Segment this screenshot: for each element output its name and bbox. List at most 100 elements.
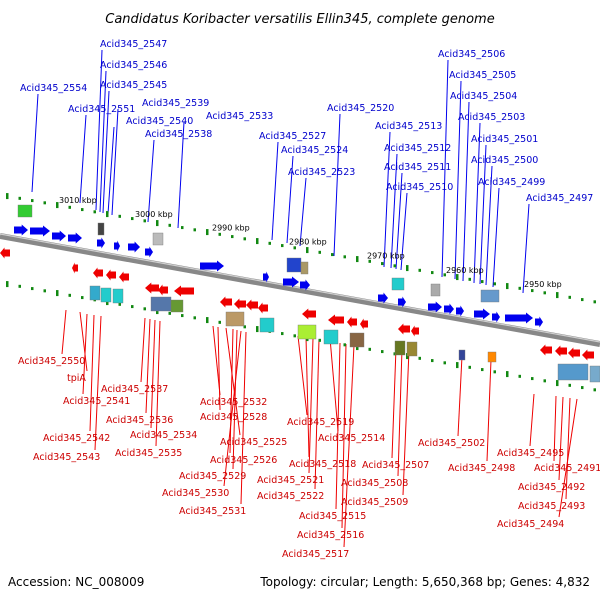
forward-leader-line bbox=[441, 59, 449, 278]
reverse-leader-line bbox=[343, 344, 355, 548]
forward-gene-label: Acid345_2504 bbox=[450, 91, 517, 102]
forward-gene bbox=[505, 312, 533, 324]
domain-box bbox=[487, 351, 497, 363]
forward-gene-label: Acid345_2499 bbox=[478, 177, 545, 188]
reverse-leader-line bbox=[329, 337, 339, 432]
reverse-gene-label: Acid345_2541 bbox=[63, 396, 130, 407]
domain-box bbox=[170, 299, 184, 313]
reverse-gene-label: Acid345_2494 bbox=[497, 519, 564, 530]
track-dot bbox=[418, 268, 421, 272]
track-dots bbox=[6, 193, 596, 392]
track-dot bbox=[406, 265, 409, 272]
forward-gene bbox=[444, 303, 454, 315]
domain-box bbox=[152, 232, 164, 246]
scale-tick-label: 2990 kbp bbox=[212, 224, 250, 233]
forward-leader-lines bbox=[31, 49, 530, 294]
forward-leader-line bbox=[95, 49, 103, 211]
reverse-gene bbox=[347, 316, 357, 328]
track-dot bbox=[493, 370, 496, 374]
reverse-leader-line bbox=[529, 393, 535, 447]
scale-tick-label: 2980 kbp bbox=[289, 238, 327, 247]
track-dot bbox=[118, 214, 121, 218]
reverse-leader-line bbox=[145, 318, 151, 414]
forward-gene bbox=[378, 292, 388, 304]
reverse-gene-label: Acid345_2508 bbox=[341, 478, 408, 489]
reverse-gene-label: Acid345_2493 bbox=[518, 501, 585, 512]
track-dot bbox=[68, 205, 71, 209]
reverse-gene-label: Acid345_2536 bbox=[106, 415, 173, 426]
reverse-leader-lines bbox=[61, 309, 578, 548]
track-dot bbox=[193, 316, 196, 320]
domain-box bbox=[150, 296, 172, 312]
track-dot bbox=[331, 253, 334, 257]
track-dot bbox=[368, 259, 371, 263]
reverse-gene bbox=[158, 284, 168, 296]
forward-leader-line bbox=[271, 141, 279, 241]
forward-gene bbox=[200, 260, 224, 272]
track-dot bbox=[593, 388, 596, 392]
reverse-leader-line bbox=[212, 325, 221, 396]
track-dot bbox=[393, 264, 396, 268]
track-dot bbox=[68, 293, 71, 297]
domain-box bbox=[17, 204, 33, 218]
reverse-gene-label: Acid345_2534 bbox=[130, 430, 197, 441]
forward-leader-line bbox=[299, 177, 307, 247]
track-dot bbox=[18, 284, 21, 288]
reverse-leader-line bbox=[391, 347, 397, 459]
domain-box bbox=[286, 257, 302, 273]
track-dot bbox=[493, 282, 496, 286]
domain-box bbox=[97, 222, 105, 236]
forward-leader-line bbox=[102, 90, 110, 214]
accession-text: Accession: NC_008009 bbox=[8, 575, 144, 589]
reverse-gene bbox=[360, 318, 368, 330]
reverse-leader-line bbox=[89, 314, 95, 432]
forward-leader-line bbox=[99, 70, 107, 213]
forward-gene-label: Acid345_2513 bbox=[375, 121, 442, 132]
forward-leader-line bbox=[383, 131, 391, 268]
reverse-gene-labels: Acid345_2550 tpiA Acid345_2541 Acid345_2542… bbox=[18, 356, 600, 560]
reverse-leader-line bbox=[225, 327, 241, 436]
forward-gene-label: Acid345_2501 bbox=[471, 134, 538, 145]
reverse-gene-label: Acid345_2519 bbox=[287, 417, 354, 428]
reverse-gene bbox=[540, 344, 552, 356]
reverse-gene-label: Acid345_2517 bbox=[282, 549, 349, 560]
track-dot bbox=[81, 296, 84, 300]
track-dot bbox=[468, 365, 471, 369]
track-dot bbox=[531, 289, 534, 293]
forward-gene-label: Acid345_2547 bbox=[100, 39, 167, 50]
reverse-gene-label: Acid345_2516 bbox=[297, 530, 364, 541]
reverse-gene-label: Acid345_2514 bbox=[318, 433, 385, 444]
reverse-gene bbox=[582, 349, 594, 361]
reverse-gene bbox=[411, 325, 419, 337]
forward-gene bbox=[398, 296, 406, 308]
track-dot bbox=[156, 220, 159, 227]
track-dot bbox=[318, 338, 321, 342]
reverse-leader-line bbox=[565, 397, 571, 500]
domain-box bbox=[394, 340, 406, 356]
track-dot bbox=[31, 199, 34, 203]
scale-tick-label: 3000 kbp bbox=[135, 210, 173, 219]
track-dot bbox=[543, 379, 546, 383]
reverse-leader-line bbox=[140, 317, 146, 383]
forward-gene bbox=[52, 230, 66, 242]
reverse-leader-line bbox=[232, 329, 238, 470]
domain-box bbox=[100, 287, 112, 303]
reverse-gene bbox=[93, 267, 103, 279]
reverse-leader-line bbox=[457, 355, 463, 437]
reverse-leader-line bbox=[305, 336, 310, 458]
reverse-leader-line bbox=[297, 335, 308, 416]
track-dot bbox=[181, 226, 184, 230]
track-dot bbox=[118, 302, 121, 306]
reverse-leader-line bbox=[314, 338, 320, 490]
forward-gene-label: Acid345_2510 bbox=[386, 182, 453, 193]
reverse-gene-label: tpiA bbox=[67, 373, 86, 384]
scale-tick-label: 3010 kbp bbox=[59, 196, 97, 205]
reverse-leader-line bbox=[217, 326, 221, 411]
reverse-leader-line bbox=[61, 309, 67, 355]
forward-gene-label: Acid345_2539 bbox=[142, 98, 209, 109]
domain-box bbox=[89, 285, 101, 301]
track-dot bbox=[268, 241, 271, 245]
track-dot bbox=[206, 317, 209, 324]
track-dot bbox=[43, 201, 46, 205]
reverse-gene-label: Acid345_2528 bbox=[200, 412, 267, 423]
